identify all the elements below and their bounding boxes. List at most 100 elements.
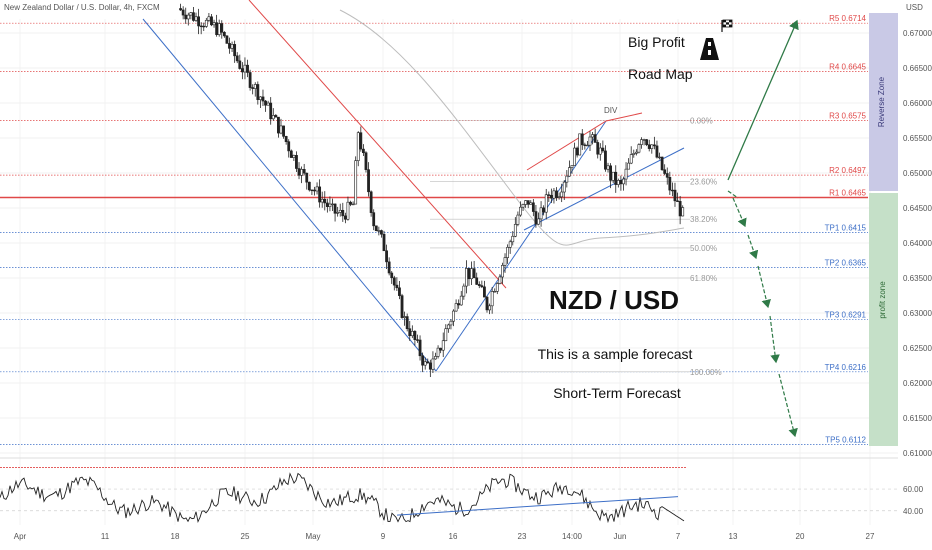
candle-body — [676, 200, 679, 202]
candle-body — [189, 12, 193, 16]
candle-body — [325, 202, 329, 207]
rsi-line — [0, 472, 685, 524]
candle-body — [660, 156, 664, 171]
road-map-text: Road Map — [628, 66, 693, 82]
candle-body — [428, 362, 432, 370]
candle-body — [398, 287, 401, 296]
candle-body — [583, 144, 587, 146]
candle-body — [271, 115, 275, 120]
divergence-label: DIV — [604, 106, 618, 115]
candle-body — [184, 14, 188, 20]
candle-body — [202, 25, 206, 28]
big-profit-text: Big Profit — [628, 34, 685, 50]
fib-label: 61.80% — [690, 274, 717, 283]
y-tick-label: 0.66000 — [903, 99, 932, 108]
candle-body — [475, 277, 479, 285]
candle-body — [467, 268, 471, 280]
candle-body — [426, 361, 430, 364]
divergence-red-line-2 — [605, 112, 643, 122]
candle-body — [668, 177, 672, 191]
y-tick-label: 0.64000 — [903, 239, 932, 248]
level-label-r4: R4 0.6645 — [829, 63, 866, 72]
candle-body — [423, 361, 427, 366]
candle-body — [269, 102, 273, 120]
y-tick-label: 0.63500 — [903, 274, 932, 283]
x-tick-label: 7 — [676, 532, 681, 541]
candle-body — [462, 285, 466, 297]
candle-body — [380, 230, 383, 235]
level-label-tp1: TP1 0.6415 — [825, 224, 867, 233]
candle-body — [405, 316, 409, 329]
candle-body — [549, 195, 553, 199]
moving-average-line — [339, 9, 685, 246]
candle-body — [400, 295, 404, 318]
candle-body — [416, 339, 419, 341]
candle-body — [295, 155, 298, 169]
candle-body — [181, 9, 185, 16]
level-label-tp5: TP5 0.6112 — [825, 436, 866, 445]
candle-body — [318, 186, 322, 203]
y-tick-label: 0.61000 — [903, 449, 932, 458]
candle-body — [488, 305, 491, 311]
candle-body — [627, 162, 631, 170]
candle-body — [212, 22, 216, 26]
candle-body — [225, 35, 229, 44]
candle-body — [622, 178, 625, 185]
candle-body — [477, 284, 481, 286]
candle-body — [390, 272, 394, 279]
candle-body — [246, 64, 249, 73]
fib-label: 50.00% — [690, 244, 717, 253]
candle-body — [539, 207, 543, 220]
reverse-zone-box — [869, 13, 898, 191]
candle-body — [264, 100, 267, 106]
candle-body — [418, 339, 422, 357]
candle-body — [506, 247, 510, 258]
candle-body — [472, 268, 476, 279]
zones: Reverse Zone profit zone — [869, 13, 898, 446]
profit-zone-label: profit zone — [878, 281, 887, 319]
candle-body — [217, 23, 221, 35]
fib-label: 23.60% — [690, 177, 717, 186]
candle-body — [387, 261, 391, 274]
level-label-tp3: TP3 0.6291 — [825, 310, 867, 319]
candle-body — [446, 324, 450, 330]
candle-body — [619, 180, 623, 185]
candle-body — [385, 250, 388, 263]
y-tick-label: 0.62500 — [903, 344, 932, 353]
candle-body — [238, 60, 242, 69]
candle-body — [279, 125, 283, 134]
x-tick-label: 14:00 — [562, 532, 583, 541]
fib-label: 100.00% — [690, 368, 722, 377]
candle-body — [444, 328, 448, 342]
x-tick-label: Jun — [614, 532, 627, 541]
candle-body — [531, 202, 535, 212]
candle-body — [251, 87, 255, 89]
candle-body — [215, 22, 219, 35]
x-axis: Apr 11 18 25 May 9 16 23 14:00 Jun 7 13 20 27 — [14, 532, 875, 541]
candle-body — [565, 175, 569, 183]
x-tick-label: 9 — [381, 532, 386, 541]
candle-body — [230, 44, 234, 49]
candle-body — [194, 16, 198, 21]
candle-body — [372, 212, 376, 227]
candle-body — [670, 189, 674, 192]
candle-body — [253, 84, 257, 89]
candle-body — [593, 134, 597, 143]
candle-body — [490, 291, 494, 307]
candle-body — [284, 136, 288, 142]
candle-body — [392, 277, 396, 286]
candle-body — [361, 148, 365, 154]
candle-body — [282, 125, 285, 137]
candle-body — [436, 347, 440, 357]
candle-body — [598, 147, 602, 155]
candle-body — [431, 358, 435, 370]
reverse-zone-label: Reverse Zone — [877, 76, 886, 127]
x-tick-label: 11 — [101, 532, 110, 541]
currency-label: USD — [906, 3, 923, 12]
candle-body — [573, 147, 576, 166]
candle-body — [307, 181, 311, 191]
x-tick-label: 23 — [518, 532, 527, 541]
divergence-red-line-1 — [526, 120, 607, 171]
candle-body — [652, 144, 656, 147]
